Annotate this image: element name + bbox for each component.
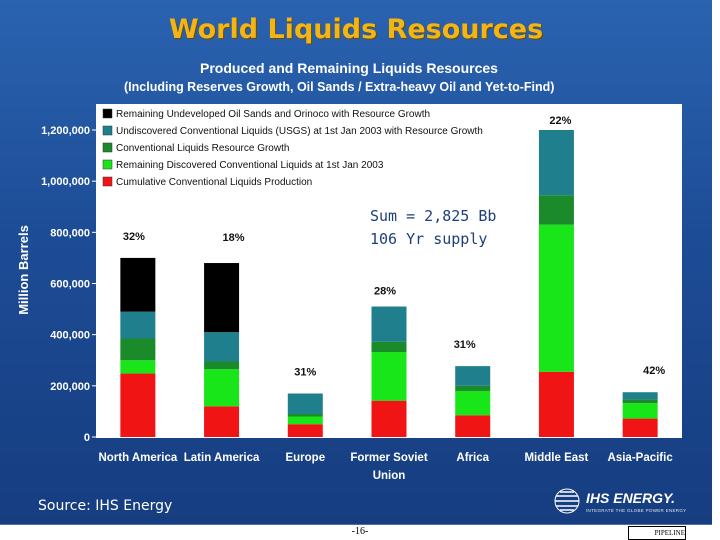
bar-percent-label: 31% [454, 339, 476, 351]
x-tick-label: Former Soviet [350, 452, 427, 464]
x-tick-label: Africa [456, 452, 489, 464]
source-note: Source: IHS Energy [38, 498, 173, 514]
x-tick-label: North America [98, 452, 177, 464]
x-tick-label: Asia-Pacific [608, 452, 674, 464]
bar-segment [204, 361, 240, 370]
bar-segment [204, 332, 240, 362]
bar-segment [455, 385, 491, 391]
y-tick-label: 1,200,000 [41, 125, 90, 137]
logo-tagline: INTEGRATE THE GLOBE POWER ENERGY [586, 508, 687, 513]
legend-label: Cumulative Conventional Liquids Producti… [116, 177, 312, 188]
bar-segment [204, 406, 240, 437]
legend-label: Remaining Undeveloped Oil Sands and Orin… [116, 109, 430, 120]
legend-label: Undiscovered Conventional Liquids (USGS)… [116, 126, 483, 137]
legend-label: Remaining Discovered Conventional Liquid… [116, 160, 384, 171]
bar-segment [120, 360, 156, 374]
bar-percent-label: 22% [549, 115, 571, 127]
bar-percent-label: 28% [374, 286, 396, 298]
bar-segment [287, 416, 323, 425]
bar-segment [287, 424, 323, 437]
bar-segment [538, 371, 574, 437]
bar-segment [120, 338, 156, 361]
chart-subtitle: (Including Reserves Growth, Oil Sands / … [124, 80, 555, 94]
y-axis-label: Million Barrels [16, 225, 31, 315]
bar-segment [538, 195, 574, 225]
bar-segment [371, 341, 407, 353]
legend-swatch [102, 159, 113, 170]
bar-segment [622, 392, 658, 400]
legend-box [98, 106, 520, 198]
footer-divider [0, 524, 712, 525]
bar-segment [622, 399, 658, 404]
bar-segment [538, 130, 574, 196]
chart-title: Produced and Remaining Liquids Resources [200, 60, 498, 76]
page-number: -16- [351, 526, 369, 537]
bar-segment [371, 352, 407, 401]
x-tick-label: Middle East [524, 452, 588, 464]
slide-title: World Liquids Resources [168, 14, 544, 45]
legend-label: Conventional Liquids Resource Growth [116, 143, 289, 154]
bar-segment [120, 257, 156, 312]
stacked-bar-chart: 0 200,000 400,000 600,000 800,000 1,000,000 1,… [16, 106, 674, 482]
corner-mark: PIPELINE [628, 526, 686, 540]
y-tick-label: 600,000 [50, 279, 90, 291]
legend-swatch [102, 176, 113, 187]
bar-segment [371, 400, 407, 437]
bar-segment [204, 263, 240, 333]
y-tick-label: 200,000 [50, 381, 90, 393]
bar-segment [287, 393, 323, 414]
bar-segment [287, 413, 323, 417]
x-tick-label: Europe [285, 452, 325, 464]
y-tick-label: 1,000,000 [41, 176, 90, 188]
slide-right-edge [712, 0, 720, 540]
legend-swatch [102, 125, 113, 136]
bar-segment [371, 306, 407, 342]
annotation-supply: 106 Yr supply [370, 230, 487, 248]
legend-swatch [102, 108, 113, 119]
logo-name: IHS ENERGY. [586, 490, 675, 506]
bar-segment [538, 224, 574, 372]
bar-segment [455, 366, 491, 386]
bar-segment [622, 403, 658, 419]
bar-percent-label: 32% [123, 231, 145, 243]
ihs-energy-logo: IHS ENERGY. INTEGRATE THE GLOBE POWER EN… [550, 486, 690, 516]
y-tick-label: 800,000 [50, 227, 90, 239]
bar-segment [622, 418, 658, 437]
bar-segment [455, 415, 491, 437]
bar-segment [120, 311, 156, 339]
x-tick-label: Union [373, 470, 406, 482]
bar-percent-label: 18% [223, 232, 245, 244]
bar-segment [120, 373, 156, 437]
legend-swatch [102, 142, 113, 153]
ihs-globe-icon [554, 488, 580, 514]
y-tick-label: 0 [84, 432, 90, 444]
bar-percent-label: 31% [294, 367, 316, 379]
x-tick-label: Latin America [184, 452, 260, 464]
y-tick-label: 400,000 [50, 330, 90, 342]
bar-segment [204, 369, 240, 407]
bar-percent-label: 42% [643, 365, 665, 377]
annotation-sum: Sum = 2,825 Bb [370, 207, 496, 225]
bar-segment [455, 390, 491, 416]
